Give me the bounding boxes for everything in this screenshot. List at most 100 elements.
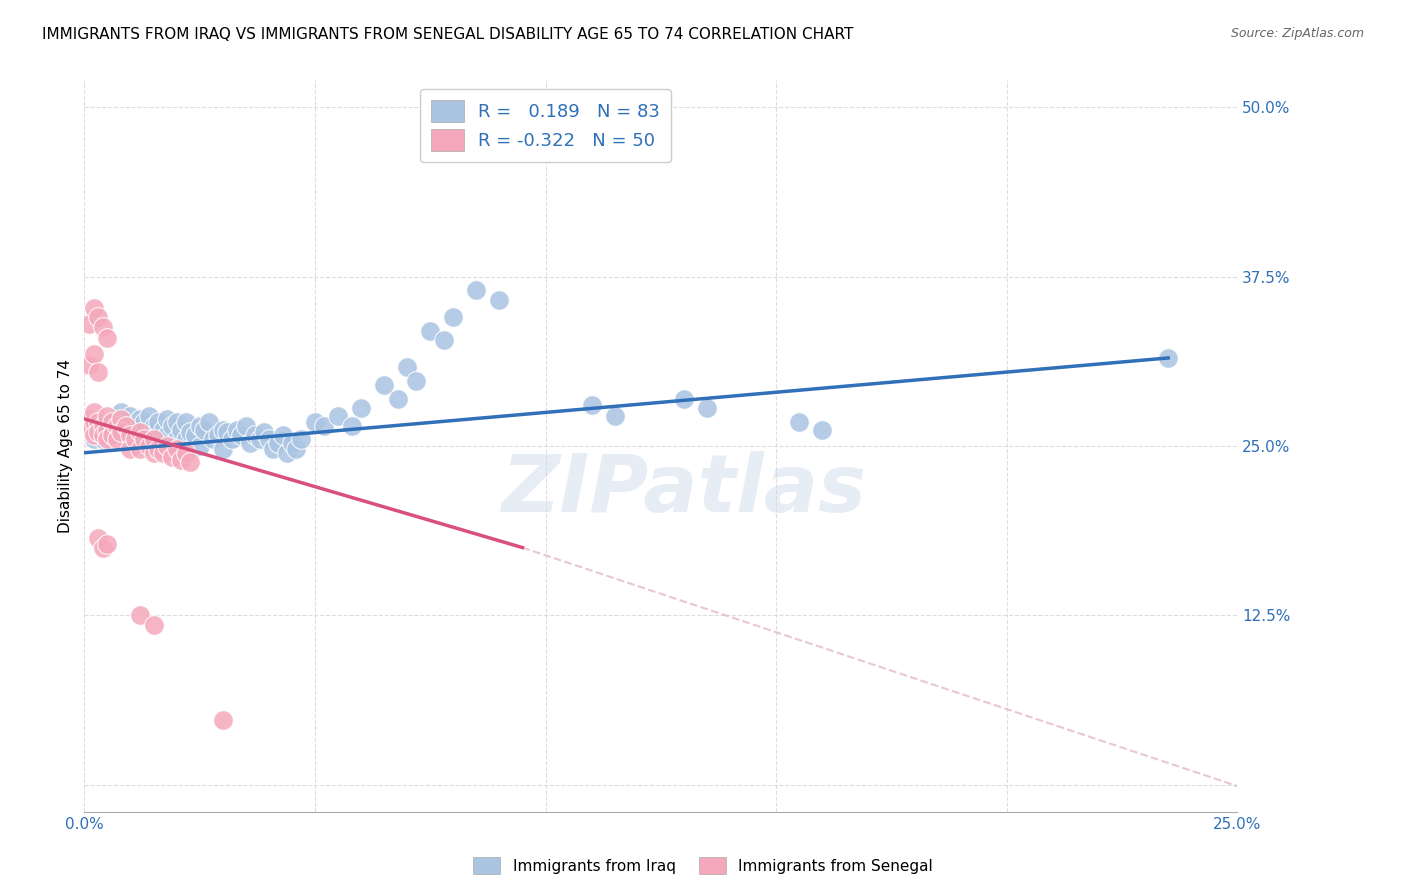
Point [202,432,225,446]
Point [83,405,105,419]
Point [156,412,179,426]
Point [110,425,132,440]
Point [91,541,114,555]
Point [387,392,409,406]
Point [105,432,128,446]
Point [120,442,142,456]
Point [188,439,211,453]
Point [156,428,179,442]
Point [91,432,114,446]
Point [142,432,165,446]
Point [672,392,695,406]
Point [91,418,114,433]
Point [285,442,308,456]
Point [211,713,233,727]
Point [96,415,118,429]
Point [91,428,114,442]
Point [105,418,128,433]
Point [179,425,201,440]
Point [262,442,284,456]
Point [128,442,150,456]
Point [77,412,100,426]
Point [120,409,142,424]
Point [101,428,124,442]
Point [696,401,718,415]
Point [83,301,105,315]
Point [101,428,124,442]
Point [166,442,188,456]
Point [124,432,146,446]
Point [142,432,165,446]
Point [441,310,464,325]
Point [87,428,110,442]
Point [142,446,165,460]
Point [465,283,488,297]
Point [276,446,298,460]
Point [184,428,207,442]
Point [96,431,118,445]
Point [152,446,174,460]
Point [110,412,132,426]
Point [77,423,100,437]
Point [96,536,118,550]
Point [419,324,441,338]
Point [373,378,395,392]
Point [87,423,110,437]
Point [96,423,118,437]
Point [174,415,197,429]
Point [115,432,138,446]
Point [340,418,363,433]
Point [96,432,118,446]
Point [156,439,179,453]
Point [138,409,160,424]
Point [134,415,156,429]
Point [110,423,132,437]
Point [115,415,138,429]
Point [96,423,118,437]
Point [235,418,257,433]
Point [124,418,146,433]
Point [87,415,110,429]
Point [290,432,312,446]
Point [105,412,128,426]
Point [396,360,419,375]
Point [138,439,160,453]
Point [83,428,105,442]
Point [221,432,243,446]
Point [120,425,142,440]
Point [405,374,427,388]
Point [488,293,510,307]
Point [87,364,110,378]
Point [811,423,834,437]
Point [314,418,336,433]
Point [787,415,810,429]
Point [326,409,349,424]
Point [101,415,124,429]
Point [87,531,110,545]
Point [271,428,294,442]
Point [1157,351,1180,365]
Point [267,436,290,450]
Point [170,452,193,467]
Point [142,418,165,433]
Point [96,409,118,424]
Point [166,415,188,429]
Point [87,310,110,325]
Point [350,401,373,415]
Point [179,455,201,469]
Legend: Immigrants from Iraq, Immigrants from Senegal: Immigrants from Iraq, Immigrants from Se… [467,851,939,880]
Point [83,415,105,429]
Point [142,617,165,632]
Point [115,418,138,433]
Point [120,428,142,442]
Point [239,436,262,450]
Point [110,405,132,419]
Point [281,436,304,450]
Point [304,415,326,429]
Point [128,428,150,442]
Point [77,317,100,331]
Point [83,347,105,361]
Point [83,432,105,446]
Point [225,423,247,437]
Point [91,425,114,440]
